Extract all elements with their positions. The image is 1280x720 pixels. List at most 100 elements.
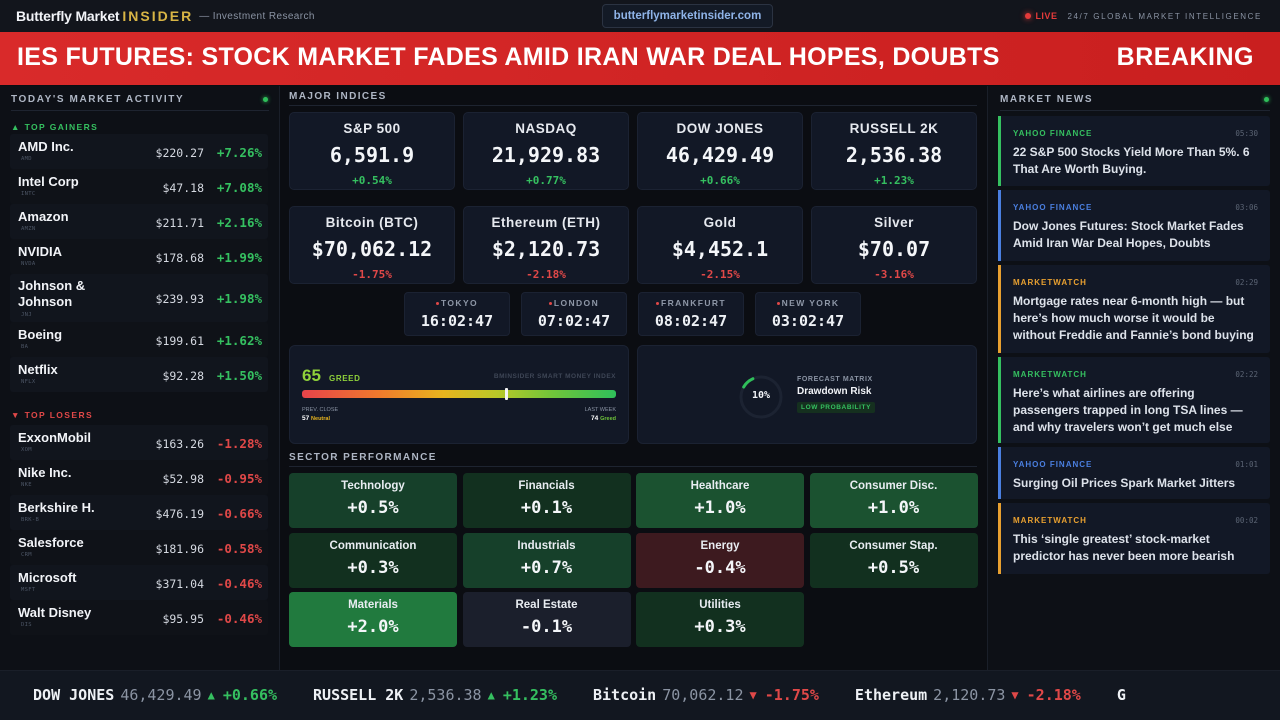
sector-tile[interactable]: Communication +0.3%	[289, 532, 457, 588]
sector-name: Industrials	[517, 539, 576, 552]
news-time: 05:30	[1235, 129, 1258, 138]
stock-row[interactable]: Intel Corp INTC $47.18 +7.08%	[10, 169, 268, 204]
stock-row[interactable]: Berkshire H. BRK-B $476.19 -0.66%	[10, 495, 268, 530]
stock-row[interactable]: Salesforce CRM $181.96 -0.58%	[10, 530, 268, 565]
stock-row[interactable]: Amazon AMZN $211.71 +2.16%	[10, 204, 268, 239]
sector-name: Consumer Disc.	[849, 480, 938, 492]
sector-tile[interactable]: Consumer Disc. +1.0%	[809, 473, 978, 528]
stock-row[interactable]: Netflix NFLX $92.28 +1.50%	[10, 357, 268, 392]
news-source: MARKETWATCH	[1013, 278, 1087, 287]
index-card[interactable]: NASDAQ 21,929.83 +0.77%	[463, 112, 629, 190]
ticker-item[interactable]: Bitcoin 70,062.12 ▼ -1.75%	[593, 686, 819, 704]
index-card[interactable]: Silver $70.07 -3.16%	[811, 206, 977, 284]
sector-tile[interactable]: Energy -0.4%	[636, 532, 804, 588]
news-time: 02:22	[1235, 370, 1258, 379]
sector-tile[interactable]: Industrials +0.7%	[462, 532, 631, 588]
index-card[interactable]: S&P 500 6,591.9 +0.54%	[289, 112, 455, 190]
arrow-down-icon: ▼	[1011, 688, 1019, 702]
stock-price: $52.98	[162, 471, 204, 486]
sector-tile[interactable]: Real Estate -0.1%	[462, 592, 631, 647]
market-news-title: MARKET NEWS	[1000, 94, 1094, 105]
ticker-item[interactable]: DOW JONES 46,429.49 ▲ +0.66%	[33, 686, 277, 704]
news-headline: Dow Jones Futures: Stock Market Fades Am…	[1013, 219, 1244, 250]
ticker-price: 70,062.12	[662, 686, 744, 704]
sector-tile[interactable]: Financials +0.1%	[462, 473, 631, 528]
stock-row[interactable]: AMD Inc. AMD $220.27 +7.26%	[10, 134, 268, 169]
stock-row[interactable]: ExxonMobil XOM $163.26 -1.28%	[10, 425, 268, 460]
stock-change: +7.26%	[216, 144, 262, 160]
top-gainers-label: ▲ TOP GAINERS	[11, 122, 99, 132]
index-card[interactable]: Bitcoin (BTC) $70,062.12 -1.75%	[289, 206, 455, 284]
news-item[interactable]: MARKETWATCH 00:02 This ‘single greatest’ s…	[998, 503, 1270, 574]
sector-name: Healthcare	[690, 480, 750, 492]
market-dot-icon	[548, 302, 552, 306]
index-change: +1.23%	[874, 174, 914, 187]
index-value: $70.07	[857, 237, 931, 261]
stock-row[interactable]: Johnson & Johnson JNJ $239.93 +1.98%	[10, 274, 268, 322]
stock-ticker: BRK-B	[21, 517, 40, 523]
stock-change: +1.50%	[216, 367, 262, 383]
stock-row[interactable]: Microsoft MSFT $371.04 -0.46%	[10, 565, 268, 600]
news-headline: Mortgage rates near 6-month high — but h…	[1013, 294, 1254, 342]
index-value: 2,536.38	[845, 143, 943, 167]
clock-city-row: TOKYO	[405, 298, 509, 308]
stock-ticker: INTC	[21, 191, 36, 197]
sector-tile[interactable]: Healthcare +1.0%	[636, 473, 804, 528]
sector-change: +1.0%	[867, 498, 920, 518]
news-item[interactable]: YAHOO FINANCE 05:30 22 S&P 500 Stocks Yiel…	[998, 116, 1270, 186]
divider	[289, 105, 977, 106]
stock-row[interactable]: NVIDIA NVDA $178.68 +1.99%	[10, 239, 268, 274]
index-card[interactable]: Gold $4,452.1 -2.15%	[637, 206, 803, 284]
ticker-item[interactable]: RUSSELL 2K 2,536.38 ▲ +1.23%	[313, 686, 557, 704]
sector-tile[interactable]: Utilities +0.3%	[636, 592, 804, 647]
news-item[interactable]: YAHOO FINANCE 01:01 Surging Oil Prices Spa…	[998, 447, 1270, 499]
stock-change: -0.46%	[216, 610, 262, 626]
stock-name: Microsoft	[18, 570, 77, 585]
stock-ticker: XOM	[21, 447, 32, 453]
market-dot-icon	[655, 302, 659, 306]
news-item[interactable]: MARKETWATCH 02:29 Mortgage rates near 6-mo…	[998, 265, 1270, 353]
stock-row[interactable]: Boeing BA $199.61 +1.62%	[10, 322, 268, 357]
stock-price: $199.61	[155, 333, 204, 348]
index-change: +0.66%	[700, 174, 740, 187]
live-dot-icon	[1025, 13, 1032, 19]
brand-logo[interactable]: Butterfly Market INSIDER	[16, 8, 193, 24]
breaking-tag: BREAKING	[1116, 43, 1254, 71]
sector-change: -0.1%	[520, 617, 573, 637]
index-name: NASDAQ	[515, 121, 577, 136]
news-headline: This ‘single greatest’ stock-market pred…	[1013, 532, 1235, 563]
stock-name: Intel Corp	[18, 174, 79, 189]
market-activity-panel: TODAY'S MARKET ACTIVITY ▲ TOP GAINERS AM…	[0, 86, 280, 670]
news-time: 02:29	[1235, 278, 1258, 287]
news-item[interactable]: YAHOO FINANCE 03:06 Dow Jones Futures: Sto…	[998, 190, 1270, 261]
index-value: $2,120.73	[491, 237, 601, 261]
site-url-link[interactable]: butterflymarketinsider.com	[602, 4, 773, 28]
index-card[interactable]: RUSSELL 2K 2,536.38 +1.23%	[811, 112, 977, 190]
ticker-item[interactable]: G	[1117, 686, 1146, 704]
news-item[interactable]: MARKETWATCH 02:22 Here’s what airlines are…	[998, 357, 1270, 443]
sector-tile[interactable]: Technology +0.5%	[289, 473, 457, 528]
stock-price: $211.71	[155, 215, 204, 230]
breaking-news-banner[interactable]: IES FUTURES: STOCK MARKET FADES AMID IRA…	[0, 32, 1280, 85]
index-card[interactable]: DOW JONES 46,429.49 +0.66%	[637, 112, 803, 190]
sector-tile[interactable]: Materials +2.0%	[289, 592, 457, 647]
stock-row[interactable]: Nike Inc. NKE $52.98 -0.95%	[10, 460, 268, 495]
stock-row[interactable]: Walt Disney DIS $95.95 -0.46%	[10, 600, 268, 635]
clock-city: TOKYO	[440, 298, 479, 308]
stock-ticker: NKE	[21, 482, 32, 488]
source-accent-bar	[998, 503, 1001, 574]
status-dot-icon	[263, 97, 268, 102]
stock-change: -1.28%	[216, 435, 262, 451]
index-value: 21,929.83	[491, 143, 601, 167]
sentiment-score: 65	[302, 366, 321, 385]
index-card[interactable]: Ethereum (ETH) $2,120.73 -2.18%	[463, 206, 629, 284]
stock-price: $371.04	[155, 576, 204, 591]
news-source: YAHOO FINANCE	[1013, 203, 1093, 212]
ticker-item[interactable]: Ethereum 2,120.73 ▼ -2.18%	[855, 686, 1081, 704]
world-clock: FRANKFURT 08:02:47	[638, 292, 744, 336]
forecast-matrix-card: 10% FORECAST MATRIX Drawdown Risk LOW PR…	[637, 345, 977, 444]
sector-tile[interactable]: Consumer Stap. +0.5%	[809, 532, 978, 588]
prev-close-state: Neutral	[311, 416, 330, 422]
stock-change: +1.98%	[216, 291, 262, 306]
forecast-kicker: FORECAST MATRIX	[797, 376, 873, 383]
